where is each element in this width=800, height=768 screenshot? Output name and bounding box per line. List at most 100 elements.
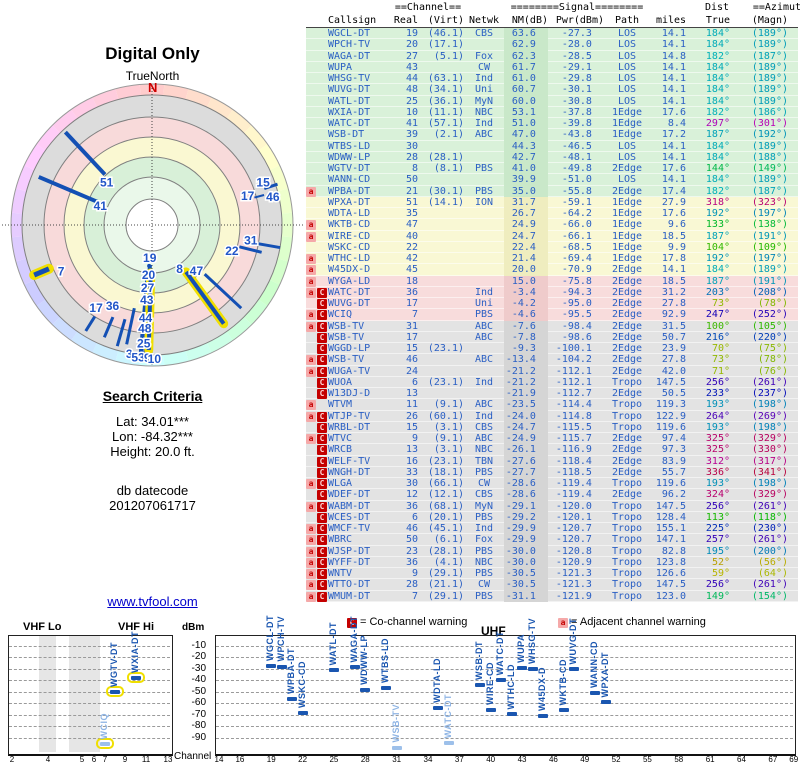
compass-hue-segment	[71, 331, 98, 353]
cell-virt	[418, 174, 464, 185]
cell-netwk: Ind	[474, 376, 494, 388]
cell-azimuth-magn: (189°)	[751, 264, 788, 276]
cell-pwr: -46.5	[561, 140, 604, 152]
cell-real: 7	[411, 590, 418, 602]
cell-virt: (2.1)	[433, 129, 464, 141]
tvfool-link[interactable]: www.tvfool.com	[107, 594, 198, 609]
table-row: a C WMCF-TV 46 (45.1) Ind -29.9 -120.7 Tropo 15…	[306, 523, 798, 535]
warning-markers	[306, 141, 328, 152]
adjacent-warning-icon: a	[306, 287, 316, 298]
cell-azimuth-true: 100°	[705, 320, 730, 332]
search-criteria: Search Criteria Lat: 34.01*** Lon: -84.3…	[0, 388, 305, 513]
cell-azimuth-true: 233°	[705, 388, 730, 399]
radar-spoke	[254, 194, 265, 199]
col-magn: (Magn)	[751, 15, 788, 26]
cell-nm: 39.9	[504, 174, 548, 186]
dbm-tick-label: -50	[191, 685, 206, 697]
radar-channel-label: 41	[94, 199, 108, 213]
gridline	[216, 646, 793, 647]
cell-nm: 26.7	[504, 208, 548, 220]
table-row: a WTHC-LD 42 21.4 -69.4 1Edge 17.8 192° (197°…	[306, 253, 798, 265]
cell-path: 2Edge	[611, 309, 643, 321]
gridline	[9, 703, 170, 705]
cell-callsign: WABM-DT	[328, 500, 371, 512]
cell-dist: 17.2	[661, 129, 692, 141]
cell-azimuth-magn: (317°)	[751, 455, 788, 467]
cell-path: 1Edge	[611, 196, 643, 208]
cell-azimuth-magn: (189°)	[751, 84, 788, 96]
cell-callsign: WXIA-DT	[328, 106, 371, 118]
signal-bar	[100, 742, 110, 747]
warning-markers: a	[306, 264, 328, 276]
cell-virt	[418, 264, 464, 275]
cell-callsign: WPCH-TV	[328, 39, 371, 51]
co-channel-warning-icon: C	[317, 524, 327, 534]
cell-callsign: WNTV	[328, 568, 353, 579]
compass-hue-segment	[71, 97, 98, 119]
cell-netwk	[464, 264, 504, 275]
warning-markers: C	[306, 332, 328, 343]
cell-dist: 31.2	[661, 286, 692, 298]
cell-real: 16	[405, 455, 418, 467]
warning-markers	[306, 28, 328, 39]
cell-real: 11	[405, 399, 418, 411]
cell-azimuth-magn: (189°)	[751, 95, 788, 107]
signal-bar	[110, 689, 120, 694]
header-channel-group: ==Channel==	[394, 2, 462, 13]
co-channel-warning-icon: C	[317, 591, 327, 602]
cell-pwr: -115.5	[555, 421, 604, 433]
radar-spoke	[115, 318, 127, 347]
warning-markers: a	[306, 186, 328, 197]
radar-spoke	[203, 273, 243, 310]
cell-path: 2Edge	[611, 275, 643, 287]
radar-channel-label: 9	[144, 351, 151, 365]
cell-dist: 14.1	[661, 28, 692, 39]
cell-pwr: -121.9	[555, 590, 604, 602]
cell-path: Tropo	[611, 500, 643, 512]
cell-path: Tropo	[611, 399, 643, 411]
station-label: WATL-DT	[327, 621, 338, 665]
cell-dist: 147.5	[655, 376, 692, 388]
compass-hue-segment	[258, 144, 280, 171]
cell-virt: (14.1)	[427, 196, 464, 208]
signal-bar	[266, 663, 277, 668]
radar-channel-label: 15	[256, 175, 270, 189]
cell-dist: 119.6	[655, 421, 692, 433]
col-callsign: Callsign	[328, 15, 377, 26]
cell-azimuth-magn: (330°)	[751, 444, 788, 456]
signal-bar	[537, 713, 548, 718]
cell-azimuth-true: 247°	[705, 309, 730, 321]
page-title: Digital Only	[105, 44, 200, 63]
search-criteria-heading: Search Criteria	[102, 388, 203, 404]
cell-azimuth-magn: (187°)	[751, 50, 788, 62]
cell-real: 44	[405, 73, 418, 84]
radar-spoke	[263, 182, 279, 190]
cell-nm: 24.7	[504, 230, 548, 242]
cell-path: Tropo	[611, 421, 643, 433]
adjacent-warning-icon: a	[306, 501, 316, 512]
cell-callsign: WANN-CD	[328, 174, 371, 186]
cell-real: 19	[405, 28, 418, 39]
radar-spoke	[63, 130, 107, 176]
cell-azimuth-magn: (105°)	[751, 320, 788, 332]
cell-nm: -21.2	[504, 376, 548, 388]
cell-path: 2Edge	[611, 433, 643, 444]
cell-azimuth-true: 184°	[705, 84, 730, 96]
cell-dist: 55.7	[661, 466, 692, 478]
cell-nm: -21.9	[504, 388, 548, 400]
cell-dist: 9.6	[667, 219, 692, 231]
dbm-tick-label: -40	[191, 674, 206, 686]
cell-netwk: PBS	[474, 466, 494, 478]
table-row: WDTA-LD 35 26.7 -64.2 1Edge 17.6 192° (197°)	[306, 208, 798, 220]
cell-azimuth-true: 324°	[705, 489, 730, 501]
cell-real: 46	[405, 354, 418, 366]
cell-azimuth-true: 256°	[705, 579, 730, 591]
cell-azimuth-magn: (252°)	[751, 309, 788, 321]
col-true: True	[705, 15, 730, 26]
cell-real: 22	[405, 241, 418, 253]
cell-nm: -24.0	[504, 410, 548, 422]
warning-markers	[306, 39, 328, 50]
cell-netwk	[464, 152, 504, 163]
cell-azimuth-magn: (189°)	[751, 61, 788, 73]
